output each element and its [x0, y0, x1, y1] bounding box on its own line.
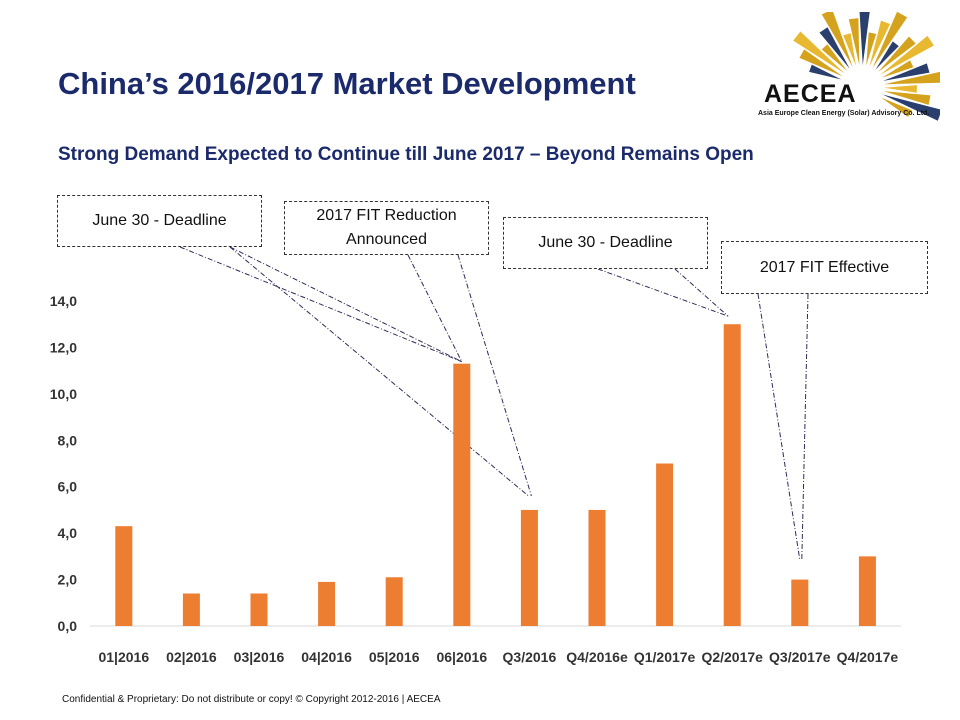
- category-label: 04|2016: [301, 649, 352, 665]
- bar: [723, 324, 741, 626]
- bar: [858, 556, 876, 626]
- bar: [588, 509, 606, 626]
- callout-connector: [597, 268, 729, 317]
- callout-connector: [757, 293, 801, 560]
- bar: [250, 593, 268, 626]
- callout-connector: [229, 246, 463, 363]
- logo-ray: [799, 49, 843, 77]
- bar: [385, 577, 403, 626]
- logo-ray: [883, 63, 930, 81]
- category-label: 02|2016: [166, 649, 217, 665]
- logo-ray: [872, 11, 908, 68]
- logo-ray: [793, 31, 845, 74]
- callout-connector: [457, 254, 532, 497]
- logo-ray: [883, 71, 945, 85]
- callout-connector: [229, 246, 529, 497]
- callout-connector: [407, 254, 463, 362]
- y-tick-label: 8,0: [58, 432, 78, 448]
- logo-ray: [883, 91, 931, 105]
- page-title: China’s 2016/2017 Market Development: [58, 66, 636, 101]
- logo-ray: [809, 64, 842, 80]
- logo-ray: [848, 18, 860, 66]
- bar: [318, 581, 336, 626]
- callout-june30-2017: June 30 - Deadline: [503, 217, 708, 269]
- callout-connector: [674, 268, 729, 317]
- logo-ray: [821, 44, 847, 71]
- category-label: Q3/2017e: [769, 649, 831, 665]
- y-tick-label: 0,0: [58, 618, 78, 634]
- logo-ray: [880, 35, 934, 75]
- y-tick-label: 12,0: [50, 339, 77, 355]
- logo-ray: [882, 94, 942, 121]
- logo-ray: [821, 9, 853, 68]
- category-label: Q2/2017e: [701, 649, 763, 665]
- callout-connector: [179, 246, 462, 363]
- logo-ray: [843, 33, 856, 66]
- logo-subtext: Asia Europe Clean Energy (Solar) Advisor…: [758, 110, 930, 117]
- category-label: Q4/2016e: [566, 649, 628, 665]
- y-tick-label: 10,0: [50, 386, 77, 402]
- logo-ray: [881, 97, 912, 117]
- bar: [453, 363, 471, 626]
- y-tick-label: 6,0: [58, 479, 78, 495]
- aecea-logo: AECEA Asia Europe Clean Energy (Solar) A…: [750, 4, 945, 137]
- category-label: Q3/2016: [503, 649, 557, 665]
- logo-ray: [881, 60, 914, 78]
- category-label: Q4/2017e: [837, 649, 899, 665]
- bar: [115, 526, 133, 626]
- bar: [520, 509, 538, 626]
- page-subtitle: Strong Demand Expected to Continue till …: [58, 144, 754, 165]
- footer-copyright: Confidential & Proprietary: Do not distr…: [62, 694, 441, 705]
- logo-ray: [859, 4, 871, 66]
- callout-connector: [801, 293, 809, 560]
- category-label: 05|2016: [369, 649, 420, 665]
- category-label: 06|2016: [436, 649, 487, 665]
- logo-ray: [869, 20, 891, 67]
- y-tick-label: 2,0: [58, 572, 78, 588]
- bar: [656, 463, 674, 626]
- callout-fit-reduction: 2017 FIT Reduction Announced: [284, 201, 489, 255]
- sunburst-logo-icon: [793, 4, 945, 121]
- category-label: 03|2016: [234, 649, 285, 665]
- y-tick-label: 4,0: [58, 525, 78, 541]
- logo-ray: [875, 41, 899, 70]
- bar: [182, 593, 200, 626]
- logo-ray: [819, 27, 850, 69]
- category-label: Q1/2017e: [634, 649, 696, 665]
- category-label: 01|2016: [98, 649, 149, 665]
- callout-fit-effective: 2017 FIT Effective: [721, 241, 928, 294]
- logo-wordmark: AECEA: [764, 80, 857, 108]
- logo-ray: [866, 32, 877, 66]
- logo-ray: [883, 85, 917, 93]
- callout-june30-2016: June 30 - Deadline: [57, 195, 262, 247]
- y-tick-label: 14,0: [50, 293, 77, 309]
- logo-ray: [878, 36, 916, 72]
- bar: [791, 579, 809, 626]
